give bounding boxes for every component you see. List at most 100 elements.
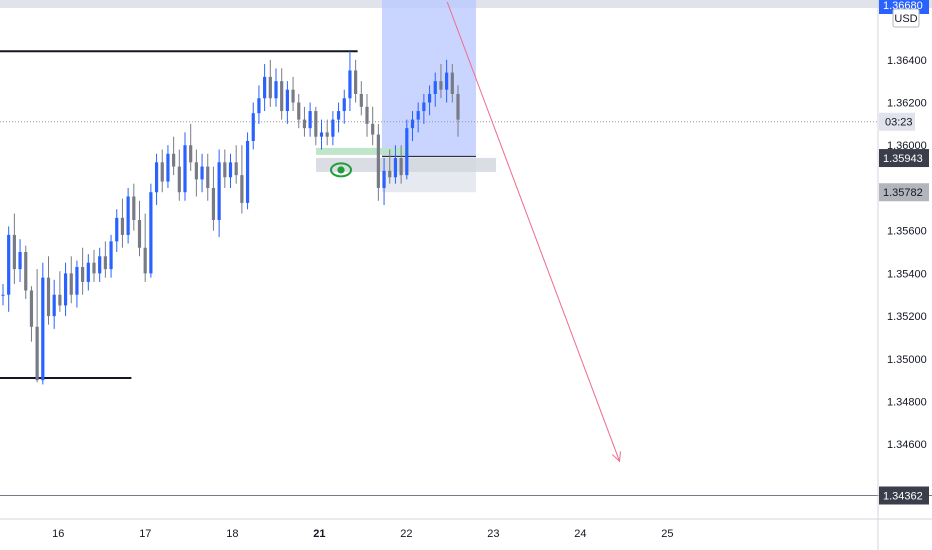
candle-up	[348, 70, 352, 99]
time-tick-label: 16	[52, 528, 64, 540]
candle-up	[245, 140, 250, 203]
price-badge	[879, 486, 929, 505]
candle-down	[172, 153, 176, 167]
candle-down	[46, 277, 51, 317]
candle-down	[132, 196, 136, 220]
candle-up	[109, 241, 113, 270]
candle-down	[354, 70, 358, 94]
candles-layer	[1, 51, 460, 385]
candle-down	[29, 290, 34, 327]
price-tick-label: 1.35200	[887, 311, 927, 323]
candle-up	[18, 252, 22, 270]
candle-down	[137, 219, 142, 248]
candle-down	[194, 162, 198, 180]
price-axis[interactable]: 1.364001.362001.360001.356001.354001.352…	[887, 55, 927, 451]
candle-up	[393, 158, 398, 178]
price-tick-label: 1.35600	[887, 226, 927, 238]
candle-down	[240, 175, 244, 203]
price-badge	[879, 183, 929, 202]
time-axis[interactable]: 16 17 18 21 22 23 24 25	[52, 528, 673, 540]
candle-up	[427, 93, 432, 103]
candle-down	[24, 252, 28, 291]
candle-down	[69, 273, 73, 295]
candle-up	[183, 145, 187, 193]
candle-up	[382, 170, 386, 188]
price-tick-label: 1.36200	[887, 98, 927, 110]
eye-pupil	[337, 166, 345, 174]
candle-up	[63, 273, 68, 306]
candle-up	[228, 162, 233, 178]
candle-up	[274, 81, 278, 99]
eye-outline	[330, 162, 353, 178]
candle-down	[189, 145, 193, 163]
candle-up	[405, 128, 409, 176]
candle-up	[410, 119, 415, 129]
candle-down	[359, 93, 363, 107]
currency-label: USD	[894, 13, 917, 25]
candle-up	[422, 102, 426, 112]
candle-up	[416, 111, 420, 120]
candle-up	[75, 266, 79, 295]
candle-up	[445, 72, 449, 90]
candle-up	[149, 192, 153, 274]
overlay-layer	[330, 1, 621, 463]
candle-up	[217, 162, 221, 220]
candle-down	[81, 266, 85, 282]
candle-up	[166, 153, 170, 182]
candle-down	[268, 76, 272, 99]
candle-up	[52, 294, 56, 317]
eye-icon	[330, 162, 353, 178]
candle-down	[160, 162, 164, 182]
candle-up	[7, 234, 11, 295]
candle-up	[263, 76, 267, 99]
candle-down	[439, 81, 443, 90]
candle-up	[308, 111, 312, 129]
price-badge-label: 1.35943	[883, 153, 923, 165]
currency-button[interactable]: USD	[892, 8, 920, 28]
time-tick-label: 23	[487, 528, 499, 540]
time-tick-label: 18	[226, 528, 238, 540]
candle-down	[376, 134, 380, 188]
candle-down	[234, 162, 238, 176]
candle-down	[314, 111, 318, 137]
time-tick-label: 21	[313, 528, 325, 540]
candle-down	[103, 256, 107, 270]
candle-up	[1, 294, 5, 296]
candle-up	[336, 111, 341, 120]
candle-up	[200, 166, 204, 180]
candle-down	[206, 166, 210, 188]
candle-up	[342, 98, 346, 112]
candle-up	[86, 262, 90, 282]
candle-down	[450, 72, 454, 94]
price-badge-label: 1.34362	[883, 491, 923, 503]
candle-up	[41, 277, 45, 381]
price-badge-label: 1.35782	[883, 187, 923, 199]
candle-up	[331, 119, 335, 137]
time-tick-label: 22	[400, 528, 412, 540]
target-zone	[382, 0, 476, 156]
alert-zone	[316, 147, 411, 155]
candle-down	[456, 93, 460, 120]
projection-arrow	[446, 1, 621, 462]
candle-down	[399, 158, 403, 176]
candle-down	[12, 234, 16, 270]
candle-up	[257, 98, 261, 114]
candle-down	[291, 89, 295, 103]
candle-down	[211, 187, 216, 220]
candle-up	[154, 162, 159, 193]
currency-button-frame	[892, 8, 920, 28]
candle-up	[285, 89, 289, 112]
candle-down	[280, 81, 284, 112]
candle-down	[223, 162, 227, 178]
time-tick-label: 24	[574, 528, 586, 540]
time-tick-label: 25	[661, 528, 673, 540]
candle-up	[319, 132, 324, 137]
candle-up	[251, 113, 255, 141]
candle-down	[120, 217, 125, 235]
price-tick-label: 1.35000	[887, 354, 927, 366]
price-tick-label: 1.34800	[887, 397, 927, 409]
candle-up	[115, 217, 119, 242]
price-tick-label: 1.34600	[887, 439, 927, 451]
